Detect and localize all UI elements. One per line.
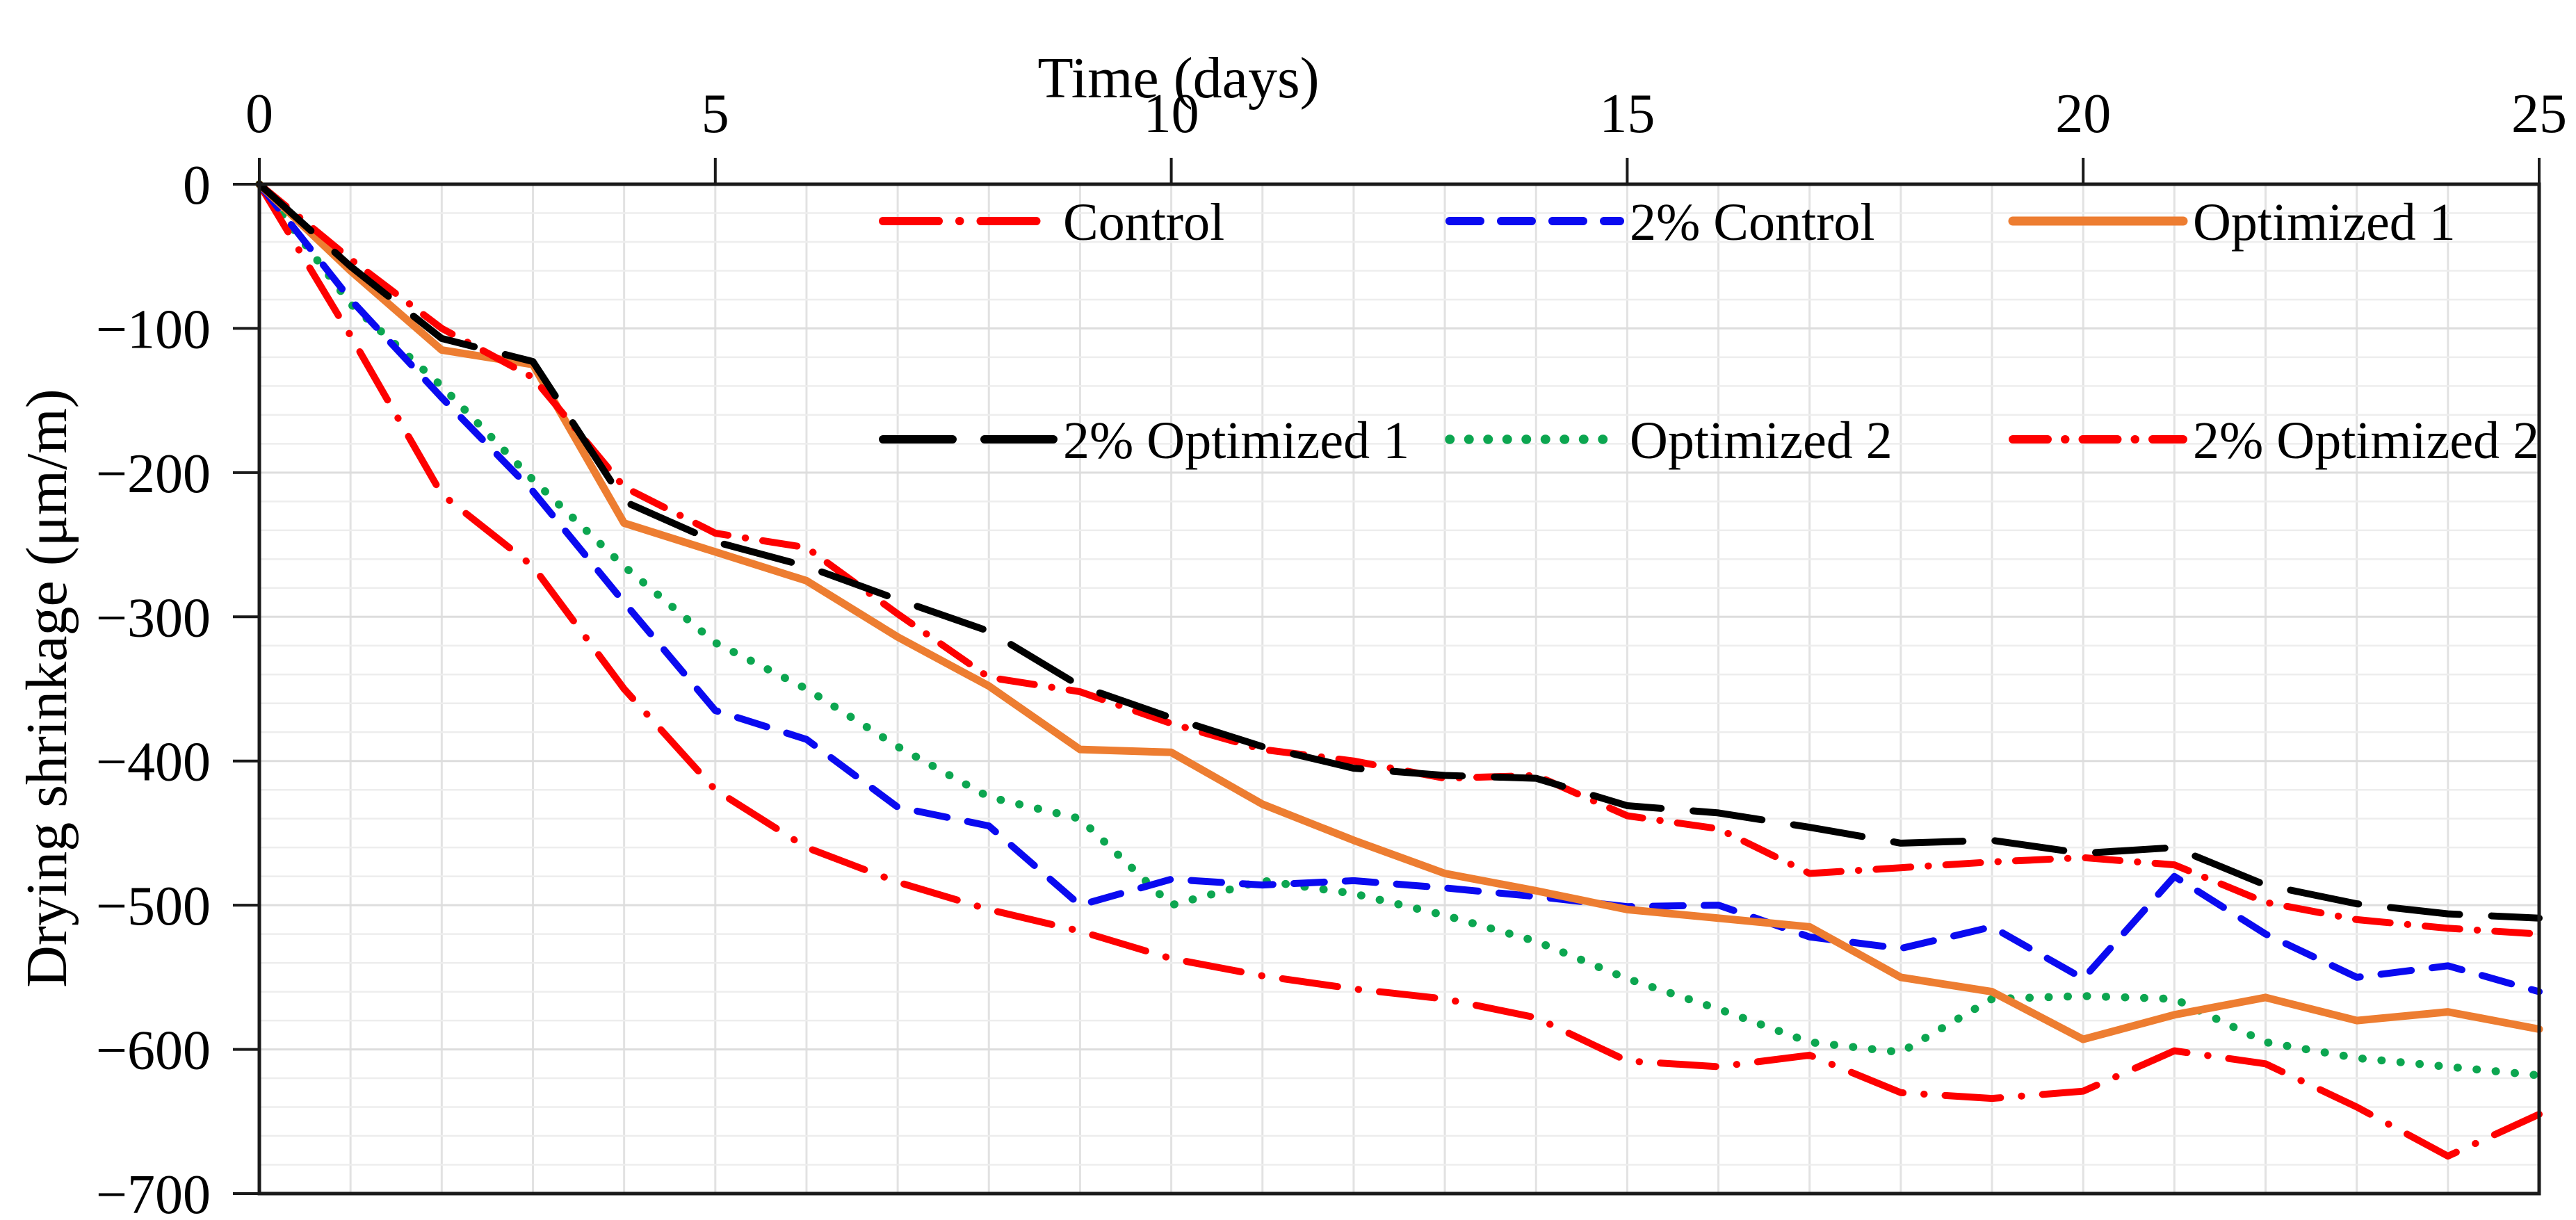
legend-label: Optimized 1 (2193, 193, 2456, 252)
legend-item-optimized-2: Optimized 2 (1445, 412, 1893, 470)
x-axis-title: Time (days) (1037, 46, 1319, 111)
legend-item-2-optimized-2: 2% Optimized 2 (2009, 412, 2539, 470)
legend-item-optimized-1: Optimized 1 (2008, 193, 2456, 252)
series-line-2-optimized-2 (256, 181, 2543, 938)
y-tick-label: −300 (96, 587, 211, 649)
legend-label: 2% Optimized 1 (1063, 412, 1409, 470)
legend-item-2-control: 2% Control (1445, 193, 1875, 252)
series-line-control (256, 181, 2543, 1160)
x-tick-label: 5 (702, 83, 729, 145)
legend-item-control: Control (879, 193, 1224, 252)
x-tick-label: 20 (2055, 83, 2111, 145)
series-line-2-optimized-1 (256, 181, 2543, 922)
legend-label: Control (1063, 193, 1224, 252)
axis-layer (233, 158, 2541, 1196)
plot-border (257, 182, 2541, 1196)
y-tick-label: −700 (96, 1164, 211, 1220)
legend-label: 2% Optimized 2 (2193, 412, 2539, 470)
tick-label-layer: 0 5 10 15 20 25 0 −100 −200 −300 −400 −500 −600 −700 (96, 83, 2567, 1220)
legend: Control 2% Control Optimized 1 2% Optimized… (879, 193, 2539, 470)
y-tick-label: −600 (96, 1020, 211, 1082)
y-tick-label: −200 (96, 444, 211, 505)
y-tick-label: 0 (183, 155, 211, 216)
legend-label: Optimized 2 (1630, 412, 1893, 470)
series-line-optimized-1 (255, 180, 2543, 1043)
legend-item-2-optimized-1: 2% Optimized 1 (879, 412, 1409, 470)
y-tick-label: −500 (96, 876, 211, 937)
x-tick-label: 25 (2511, 83, 2567, 145)
series-line-optimized-2 (255, 180, 2543, 1080)
series-layer (255, 180, 2543, 1160)
grid-layer (259, 184, 2539, 1194)
legend-label: 2% Control (1630, 193, 1875, 252)
x-tick-label: 10 (1144, 83, 1199, 145)
y-axis-title: Drying shrinkage (μm/m) (15, 389, 79, 988)
y-tick-label: −100 (96, 299, 211, 360)
x-tick-label: 0 (245, 83, 273, 145)
series-line-2-control (256, 181, 2543, 995)
x-tick-label: 15 (1599, 83, 1655, 145)
y-tick-label: −400 (96, 732, 211, 793)
